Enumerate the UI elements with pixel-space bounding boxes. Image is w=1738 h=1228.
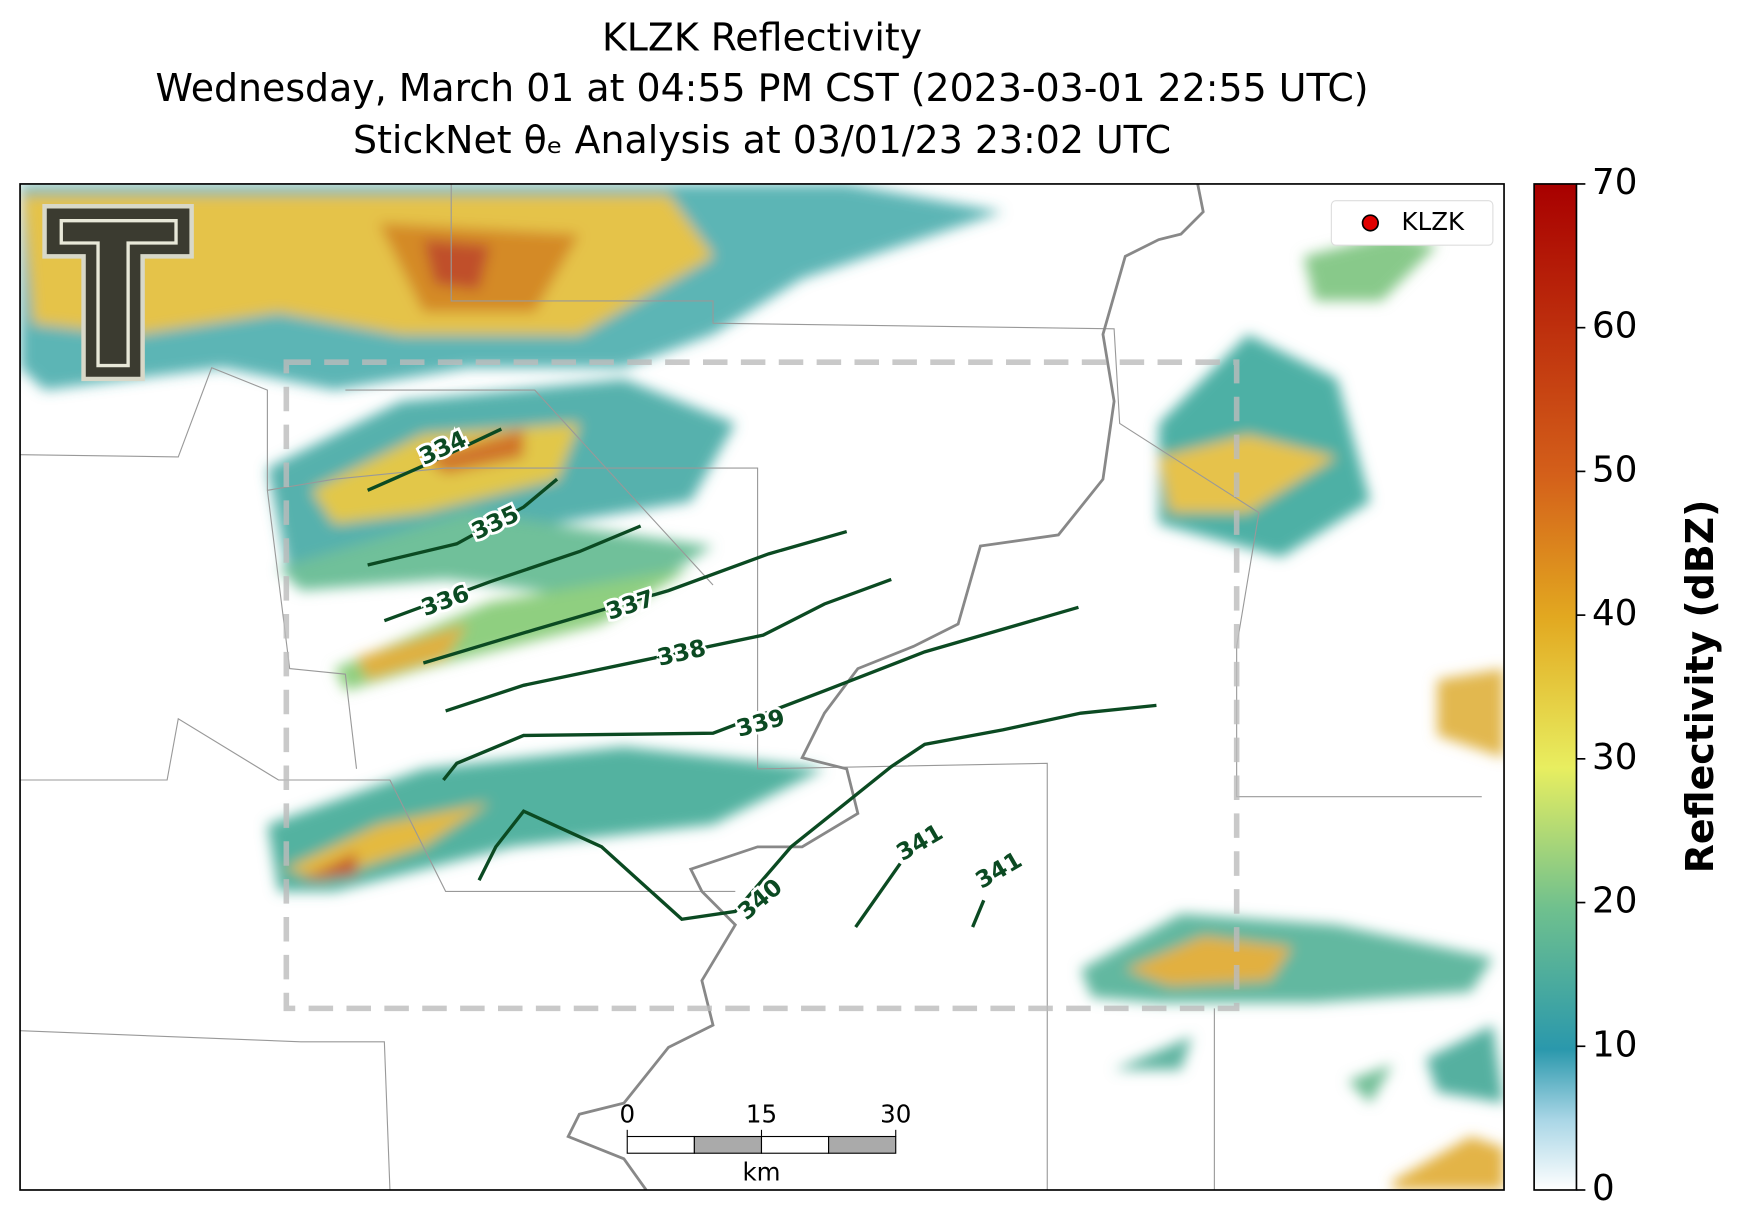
radar-echoes: [20, 183, 1505, 1190]
contour-line: [366, 427, 503, 492]
contour-line: [477, 703, 1157, 922]
contour-line: [383, 524, 642, 623]
colorbar-tick-label: 10: [1592, 1024, 1637, 1065]
contour-line: [971, 899, 986, 928]
legend: [1330, 200, 1494, 246]
analysis-domain: [283, 359, 1240, 1012]
contour-line: [442, 605, 1079, 782]
colorbar: 0 10 20 30 40 50 60 70: [1533, 162, 1637, 1209]
title-line: KLZK Reflectivity: [602, 16, 922, 60]
contour-line: [445, 577, 892, 713]
logo: [42, 204, 194, 382]
river: [566, 183, 1205, 1190]
colorbar-label: Reflectivity (dBZ): [1678, 500, 1722, 874]
contour-line: [854, 862, 902, 929]
legend-marker: [1361, 214, 1379, 232]
scale-segment: [626, 1135, 695, 1154]
contour-line: [367, 477, 559, 567]
scale-tick-label: 15: [746, 1099, 777, 1128]
colorbar-tick-label: 30: [1592, 737, 1637, 778]
title-line: Wednesday, March 01 at 04:55 PM CST (202…: [156, 66, 1369, 110]
scale-bar: 0 15 30 km: [619, 1099, 911, 1186]
contour-line: [422, 529, 848, 665]
colorbar-tick-label: 40: [1592, 593, 1637, 634]
colorbar-tick-label: 0: [1592, 1168, 1615, 1209]
scale-segment: [828, 1135, 897, 1154]
colorbar-tick-label: 60: [1592, 306, 1637, 347]
colorbar-tick-label: 70: [1592, 162, 1637, 203]
scale-tick-label: 0: [619, 1099, 635, 1128]
colorbar-bar: [1533, 183, 1578, 1191]
scale-segment: [693, 1135, 763, 1154]
boundaries: [20, 183, 1482, 1190]
legend-label: KLZK: [1402, 207, 1465, 236]
map-frame: [19, 183, 1505, 1191]
colorbar-tick-label: 20: [1592, 881, 1637, 922]
scale-unit: km: [742, 1157, 780, 1186]
title-line: StickNet θₑ Analysis at 03/01/23 23:02 U…: [353, 118, 1171, 162]
scale-tick-label: 30: [880, 1099, 911, 1128]
colorbar-tick-label: 50: [1592, 449, 1637, 490]
scale-segment: [760, 1135, 830, 1154]
